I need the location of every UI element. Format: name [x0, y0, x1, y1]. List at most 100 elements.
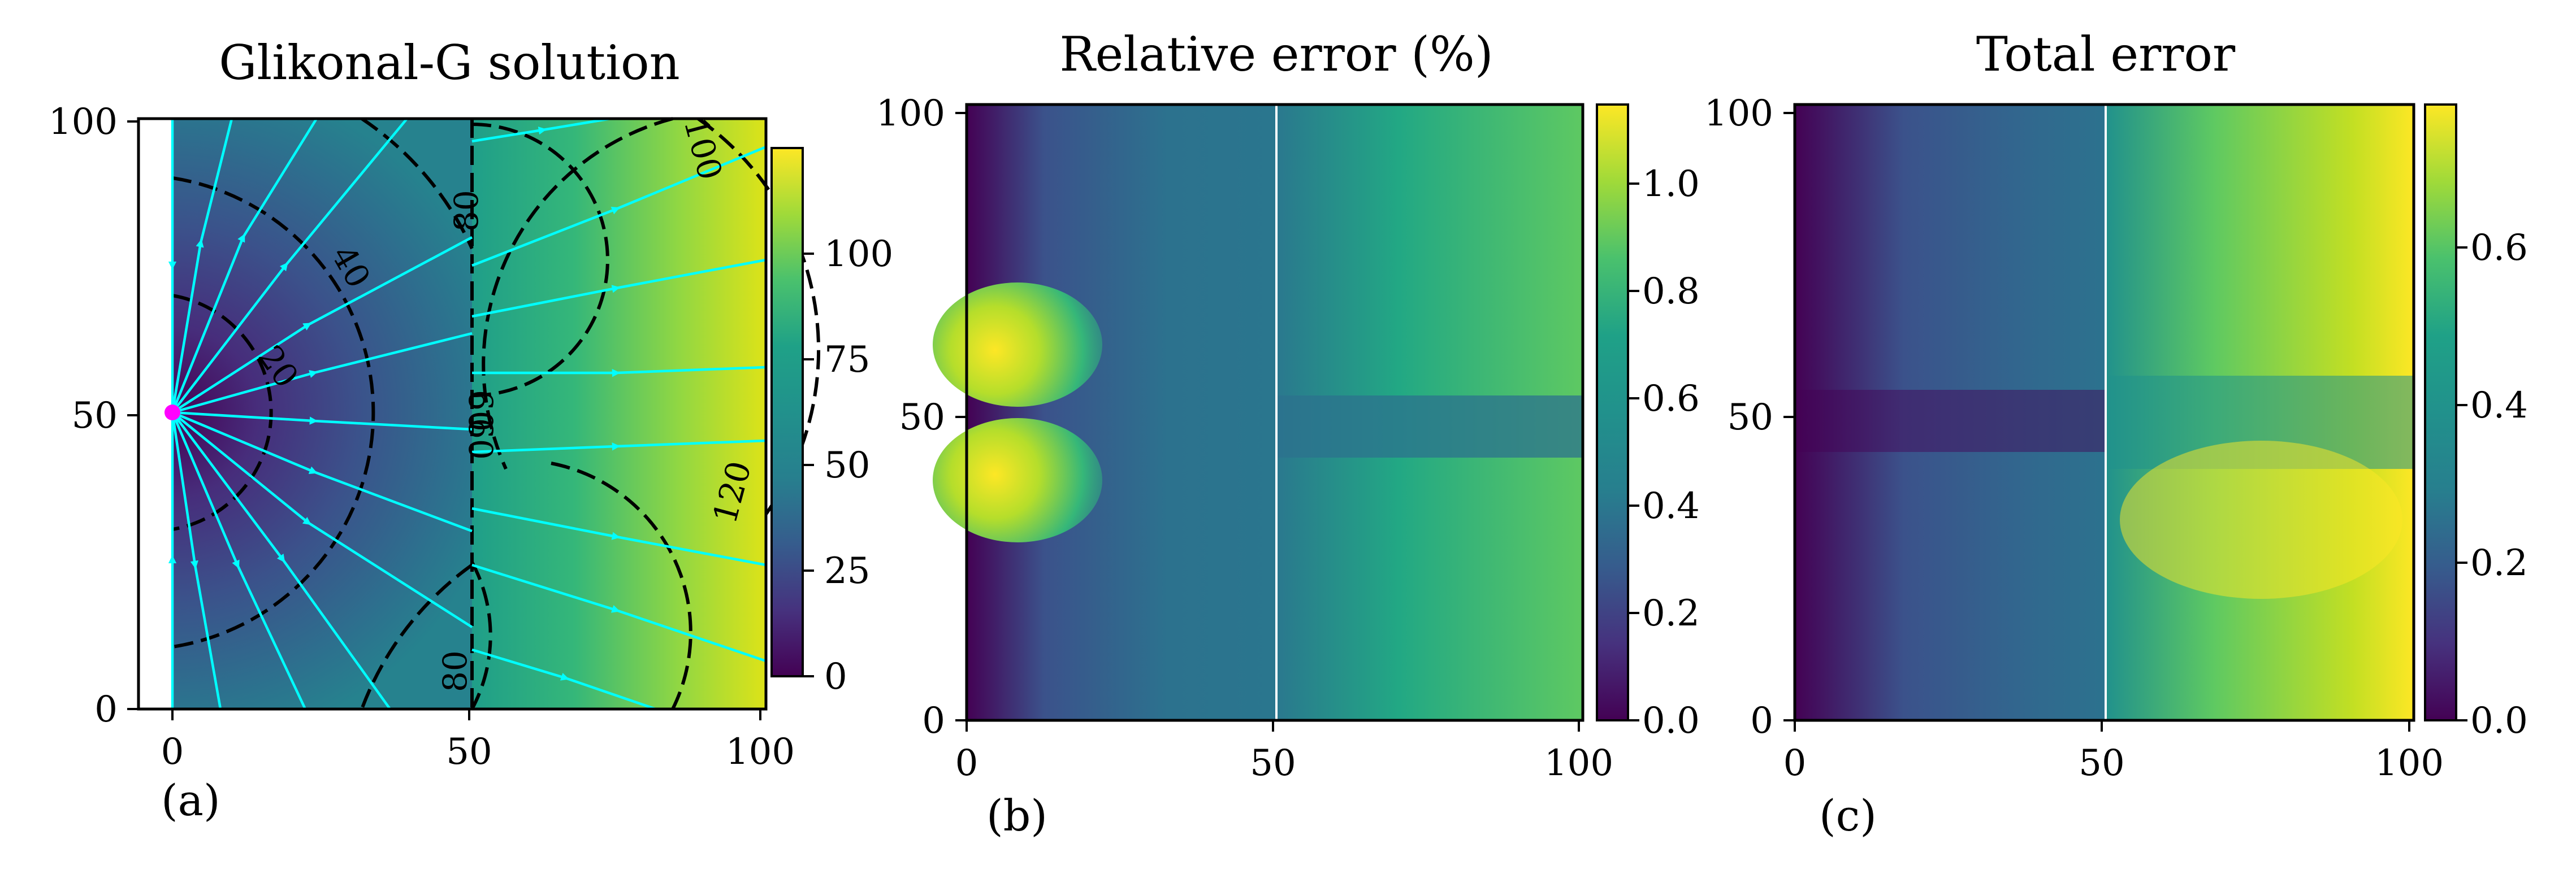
contour-20	[172, 294, 273, 531]
contour-60-top	[361, 117, 474, 250]
panel-b-colorbar-gradient	[1596, 103, 1629, 721]
panel-b-xtick-100: 100	[1544, 742, 1613, 784]
panel-b-lobe-upper	[933, 282, 1102, 407]
panel-b-cbar-tick: 0.6	[1642, 378, 1700, 420]
panel-b: Relative error (%) 0 50 100 0 5	[876, 27, 1700, 841]
panel-c-x-axis: 0 50 100	[1783, 720, 2444, 784]
contour-40	[172, 176, 375, 649]
panel-c-xtick-100: 100	[2375, 742, 2444, 784]
panel-c-axes-frame	[1793, 103, 2415, 722]
panel-c-ytick-0: 0	[1750, 700, 1773, 742]
streamline	[171, 412, 307, 710]
panel-a-colorbar-gradient	[770, 147, 804, 677]
panel-c-cbar-tick: 0.6	[2470, 227, 2528, 269]
panel-b-cbar-tick: 0.2	[1642, 593, 1700, 634]
streamline	[471, 563, 767, 663]
panel-b-title: Relative error (%)	[1059, 27, 1493, 82]
panel-b-center-band	[967, 381, 1276, 443]
contour-100-top	[482, 117, 673, 470]
panel-a-xtick-50: 50	[446, 731, 492, 773]
panel-c-cbar-tick: 0.0	[2470, 700, 2528, 742]
panel-c-plot	[1793, 103, 2415, 722]
panel-b-axes-frame	[965, 103, 1584, 722]
panel-a-contours	[172, 117, 821, 710]
contour-label-80b: 80	[436, 650, 474, 692]
panel-b-cbar-tick: 0.0	[1642, 700, 1700, 742]
panel-a-colorbar: 0 25 50 75 100	[770, 147, 893, 698]
streamline	[171, 411, 473, 628]
streamline	[171, 118, 233, 413]
panel-a-axes-frame	[137, 117, 768, 711]
panel-c-y-axis: 0 50 100	[1704, 93, 1795, 742]
panel-b-cbar-tick: 1.0	[1642, 163, 1700, 205]
panel-b-ytick-100: 100	[876, 93, 945, 134]
streamline	[171, 118, 408, 414]
panel-c-band-lower	[2106, 607, 2414, 658]
contour-label-60a: 60	[461, 418, 500, 460]
panel-b-x-axis: 0 50 100	[955, 720, 1613, 784]
streamline	[172, 332, 473, 414]
panel-a-streamlines	[168, 117, 767, 711]
panel-c-band-upper	[2106, 234, 2414, 285]
streamline	[471, 439, 767, 454]
panel-b-lobe-lower	[933, 418, 1102, 542]
panel-a-title: Glikonal-G solution	[219, 35, 679, 90]
panel-b-y-axis: 0 50 100	[876, 93, 967, 742]
contour-80-top	[471, 123, 609, 397]
panel-b-colorbar: 0.0 0.2 0.4 0.6 0.8 1.0	[1596, 103, 1700, 742]
panel-c-label: (c)	[1819, 790, 1877, 841]
panel-c-xtick-0: 0	[1783, 742, 1807, 784]
panel-c-cbar-tick: 0.2	[2470, 542, 2528, 584]
panel-b-cbar-tick: 0.4	[1642, 485, 1700, 527]
panel-a-y-axis: 0 50 100	[49, 101, 138, 730]
streamline	[471, 507, 767, 567]
streamline	[171, 412, 222, 710]
panel-a-xtick-0: 0	[161, 731, 184, 773]
panel-b-label: (b)	[986, 790, 1047, 841]
panel-b-xtick-0: 0	[955, 742, 979, 784]
panel-b-ytick-50: 50	[899, 397, 945, 438]
streamline	[471, 258, 767, 318]
streamline	[171, 411, 391, 710]
streamline	[471, 117, 611, 143]
streamline	[471, 145, 767, 267]
panel-c-cbar-tick: 0.4	[2470, 385, 2528, 427]
panel-a-plot: 20 40 60 60 80 80 100 120	[137, 114, 821, 711]
source-point	[164, 405, 180, 420]
panel-b-band-lower	[1276, 613, 1583, 658]
panel-b-plot	[933, 103, 1584, 722]
panel-a-xtick-100: 100	[726, 731, 795, 773]
panel-a-cbar-tick: 50	[824, 445, 870, 486]
streamline	[171, 236, 473, 414]
panel-c-ytick-50: 50	[1728, 397, 1773, 438]
panel-a-ytick-50: 50	[72, 395, 118, 437]
panel-c-ytick-100: 100	[1704, 93, 1773, 134]
panel-b-band-upper	[1276, 232, 1583, 277]
panel-a-x-axis: 0 50 100	[161, 709, 795, 773]
panel-c-xtick-50: 50	[2079, 742, 2124, 784]
contour-label-80a: 80	[447, 190, 486, 232]
panel-c-center-band	[1795, 390, 2106, 452]
panel-a-ytick-100: 100	[49, 101, 118, 143]
panel-a-ytick-0: 0	[94, 689, 118, 730]
contour-label-60b: 60	[461, 390, 500, 432]
panel-a-cbar-tick: 25	[824, 550, 870, 592]
streamline	[172, 411, 473, 431]
panel-a-field-left	[172, 119, 472, 709]
panel-b-band-middle	[1276, 395, 1583, 458]
streamline	[471, 648, 656, 711]
streamline	[472, 366, 767, 377]
contour-60-bottom	[360, 563, 473, 710]
contour-120	[697, 117, 821, 515]
panel-b-xtick-50: 50	[1250, 742, 1296, 784]
panel-a-label: (a)	[161, 775, 220, 825]
panel-a-cbar-tick: 100	[824, 233, 893, 275]
panel-a: Glikonal-G solution	[49, 35, 893, 825]
panel-c-bright-region	[2120, 441, 2402, 599]
streamline	[172, 411, 473, 533]
panel-b-cbar-tick: 0.8	[1642, 271, 1700, 312]
panel-b-ytick-0: 0	[922, 700, 945, 742]
streamline	[171, 118, 318, 413]
panel-c-title: Total error	[1976, 27, 2236, 82]
